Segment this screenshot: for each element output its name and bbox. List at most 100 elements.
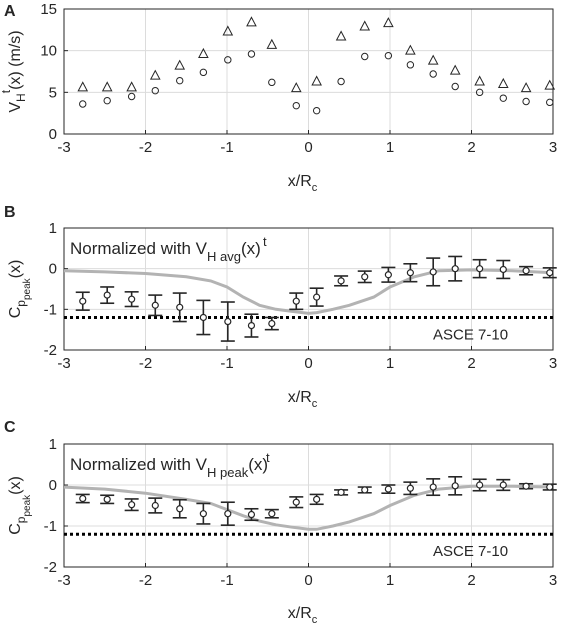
circle-marker	[429, 70, 437, 78]
ylabel-x: (x)	[7, 260, 24, 279]
x-tick-label: -3	[57, 139, 70, 156]
y-axis-label: Cppeak(x)	[7, 260, 33, 319]
triangle-marker	[101, 81, 113, 92]
y-tick-label: 15	[40, 1, 57, 18]
y-tick-label: -1	[44, 301, 57, 318]
x-tick-label: -1	[220, 572, 233, 589]
y-axis-label-text: Cppeak(x)	[7, 260, 33, 319]
annotation-x: (x)	[248, 455, 268, 474]
data-point	[224, 317, 232, 326]
annotation-sup-t: t	[263, 234, 267, 249]
ylabel-c: C	[7, 307, 24, 319]
asce-label: ASCE 7-10	[433, 326, 508, 343]
y-tick-label: 1	[49, 220, 57, 237]
circle-marker	[103, 96, 111, 105]
triangle-marker	[359, 20, 371, 31]
data-point	[103, 495, 111, 503]
circle-marker	[546, 98, 554, 107]
triangle-marker	[77, 81, 89, 92]
circle-marker	[361, 52, 369, 61]
x-tick-label: 2	[467, 572, 475, 589]
x-axis-label-subscript: c	[312, 398, 318, 410]
x-axis-label-subscript: c	[312, 614, 318, 626]
data-point	[79, 297, 87, 305]
triangle-marker	[497, 77, 509, 88]
data-point	[313, 495, 321, 503]
y-axis-label-text: VHt(x) (m/s)	[0, 30, 28, 112]
circle-marker	[127, 92, 136, 101]
x-tick-label: -2	[139, 139, 152, 156]
triangle-marker	[149, 69, 161, 80]
x-tick-label: 3	[549, 572, 557, 589]
data-point	[151, 301, 159, 309]
x-axis-label-main: x/R	[288, 605, 312, 622]
circle-marker	[475, 88, 484, 97]
x-tick-label: 1	[386, 139, 394, 156]
data-point	[384, 271, 392, 279]
circle-marker	[337, 77, 345, 86]
y-tick-label: 0	[49, 477, 57, 494]
data-point	[247, 510, 256, 519]
y-tick-label: 0	[49, 126, 57, 143]
normalization-annotation: Normalized with VH avg(x)	[70, 239, 261, 264]
data-point	[522, 267, 530, 275]
x-tick-label: 2	[467, 355, 475, 372]
data-point	[313, 293, 321, 301]
triangle-marker	[290, 82, 302, 93]
panel-letter: C	[4, 419, 16, 436]
panel-letter: A	[4, 3, 16, 20]
x-tick-label: -3	[57, 355, 70, 372]
data-point	[522, 482, 530, 490]
triangle-marker	[335, 30, 347, 41]
data-point	[406, 269, 414, 277]
ylabel-x: (x)	[7, 476, 24, 495]
data-point	[292, 498, 300, 506]
ylabel-c: C	[7, 523, 24, 535]
data-point	[128, 295, 136, 303]
y-tick-label: 1	[49, 436, 57, 453]
circle-marker	[79, 100, 87, 108]
data-point	[176, 303, 184, 311]
data-point	[199, 313, 207, 322]
circle-marker	[384, 51, 393, 60]
data-point	[151, 501, 159, 510]
data-point	[476, 481, 484, 489]
x-axis-label-subscript: c	[312, 182, 318, 194]
panel-a: -3 -2 -1 0 1 2 3 0 5 10 15 Ax/Rc VHt(x) (m/s)	[0, 1, 557, 194]
x-tick-label: -1	[220, 355, 233, 372]
data-point	[546, 483, 554, 491]
data-point	[451, 265, 459, 273]
ylabel-v: V	[7, 102, 24, 113]
data-point	[546, 269, 554, 277]
data-point	[199, 510, 207, 518]
triangle-marker	[427, 54, 439, 65]
triangle-marker	[311, 75, 322, 86]
y-tick-label: 5	[49, 84, 57, 101]
data-point	[361, 273, 369, 281]
x-axis-label: x/Rc	[288, 605, 318, 626]
x-axis-label-main: x/R	[288, 173, 312, 190]
triangle-marker	[405, 44, 416, 55]
data-point	[337, 277, 345, 285]
circle-marker	[406, 61, 415, 69]
annotation-main: Normalized with V	[70, 239, 208, 258]
data-point	[292, 297, 300, 305]
triangle-marker	[222, 25, 234, 36]
triangle-marker	[126, 81, 137, 92]
asce-label: ASCE 7-10	[433, 543, 508, 560]
annotation-sub: H peak	[207, 465, 249, 480]
data-point	[384, 485, 392, 493]
ylabel-sup-t: t	[0, 89, 13, 93]
ylabel-sub-p: p	[14, 300, 28, 307]
normalization-annotation: Normalized with VH peak(x)	[70, 455, 268, 480]
data-point	[337, 488, 345, 496]
circle-marker	[151, 86, 159, 95]
data-point	[476, 265, 484, 273]
y-tick-label: -2	[44, 342, 57, 359]
x-tick-label: -2	[139, 572, 152, 589]
data-point	[499, 481, 507, 489]
y-axis-label: VHt(x) (m/s)	[0, 30, 28, 112]
triangle-marker	[174, 59, 186, 70]
